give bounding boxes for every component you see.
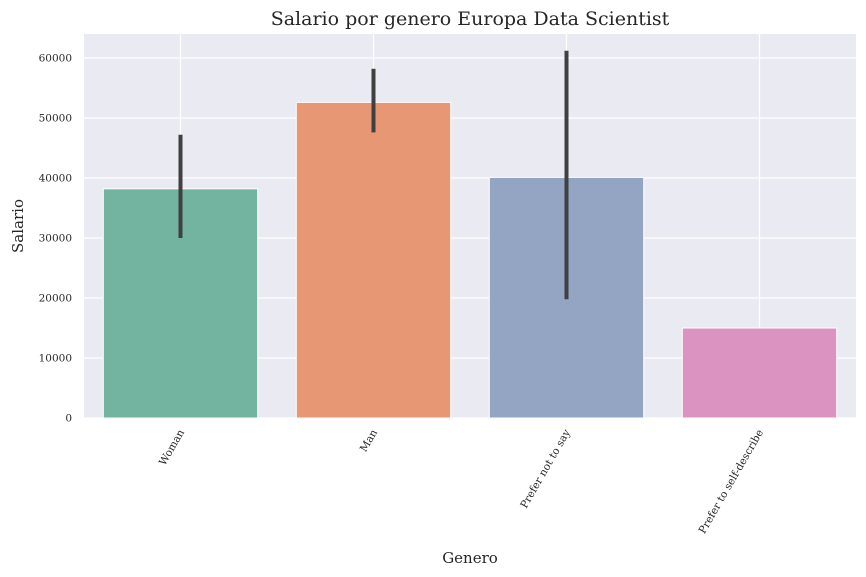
y-tick-label: 60000 xyxy=(39,53,72,65)
bar-man xyxy=(295,101,452,419)
x-tick-label: Woman xyxy=(157,427,187,467)
x-tick-labels: Woman Man Prefer not to say Prefer to self-… xyxy=(157,427,766,536)
bars xyxy=(102,101,838,419)
x-tick-label: Prefer to self-describe xyxy=(697,428,766,536)
y-tick-label: 0 xyxy=(65,413,72,425)
chart-title: Salario por genero Europa Data Scientist xyxy=(271,8,670,30)
x-tick-label: Prefer not to say xyxy=(518,427,573,510)
bar-prefer-to-self-describe xyxy=(681,327,838,419)
x-axis-label: Genero xyxy=(442,549,498,567)
y-tick-label: 10000 xyxy=(39,353,72,365)
y-tick-label: 30000 xyxy=(39,233,72,245)
y-tick-labels: 0 10000 20000 30000 40000 50000 60000 xyxy=(39,53,72,425)
y-axis-label: Salario xyxy=(9,199,27,253)
error-bars xyxy=(178,50,569,300)
y-tick-label: 50000 xyxy=(39,113,72,125)
y-tick-label: 40000 xyxy=(39,173,72,185)
y-tick-label: 20000 xyxy=(39,293,72,305)
x-tick-label: Man xyxy=(358,427,380,454)
